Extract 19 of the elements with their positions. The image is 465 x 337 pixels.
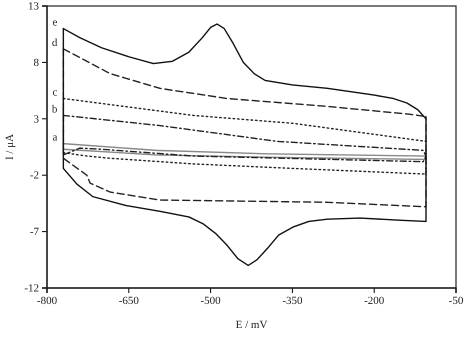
x-tick-label: -350 bbox=[282, 294, 303, 307]
y-tick-label: 13 bbox=[28, 0, 40, 13]
y-axis-title: I / μA bbox=[4, 134, 16, 160]
y-tick-label: -7 bbox=[30, 226, 40, 238]
x-tick-label: -200 bbox=[364, 294, 385, 307]
y-tick-label: -2 bbox=[30, 170, 39, 182]
x-tick-label: -500 bbox=[200, 294, 222, 307]
series-label: a bbox=[52, 132, 58, 144]
series-label: e bbox=[52, 16, 58, 29]
series-label: c bbox=[52, 86, 58, 98]
x-tick-label: -50 bbox=[448, 294, 464, 307]
x-axis-title: E / mV bbox=[236, 319, 268, 331]
x-tick-label: -650 bbox=[118, 294, 140, 307]
y-tick-label: 3 bbox=[34, 113, 40, 126]
x-tick-label: -800 bbox=[36, 294, 58, 307]
series-label: d bbox=[52, 36, 58, 49]
series-label: b bbox=[52, 103, 58, 116]
y-tick-label: 8 bbox=[34, 56, 40, 69]
y-tick-label: -12 bbox=[24, 282, 39, 295]
